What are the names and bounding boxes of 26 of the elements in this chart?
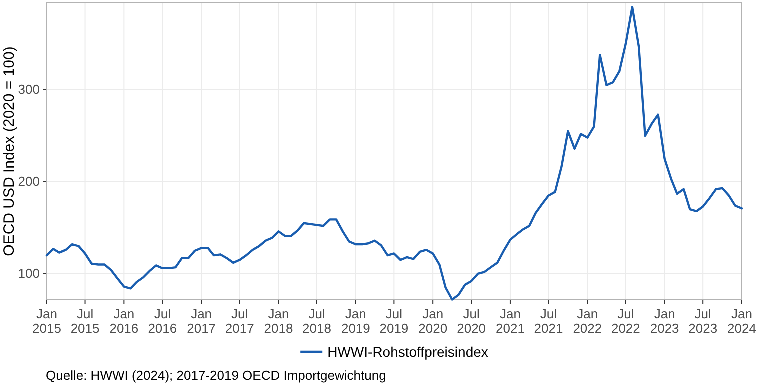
x-tick-label: Jan 2024 xyxy=(728,306,756,336)
x-tick-label: Jan 2018 xyxy=(264,306,294,336)
x-tick-label: Jan 2019 xyxy=(341,306,370,336)
x-tick-label: Jan 2020 xyxy=(418,306,448,336)
source-note: Quelle: HWWI (2024); 2017-2019 OECD Importgewichtung xyxy=(46,368,386,383)
y-tick-label: 300 xyxy=(18,82,40,98)
y-tick-label: 100 xyxy=(18,266,40,282)
legend-label: HWWI-Rohstoffpreisindex xyxy=(328,344,488,360)
x-tick-label: Jul 2020 xyxy=(457,306,486,336)
x-tick-label: Jan 2021 xyxy=(496,306,525,336)
x-tick-label: Jan 2017 xyxy=(187,306,216,336)
x-tick-label: Jul 2018 xyxy=(302,306,332,336)
x-tick-label: Jul 2017 xyxy=(225,306,254,336)
x-tick-label: Jul 2022 xyxy=(611,306,640,336)
x-tick-label: Jul 2015 xyxy=(70,306,100,336)
line-series xyxy=(46,6,744,301)
y-axis-title: OECD USD Index (2020 = 100) xyxy=(1,46,18,256)
x-tick-label: Jul 2023 xyxy=(688,306,718,336)
y-tick-label: 200 xyxy=(18,174,40,190)
x-tick-label: Jul 2021 xyxy=(534,306,564,336)
x-tick-label: Jul 2016 xyxy=(148,306,178,336)
x-tick-label: Jan 2023 xyxy=(650,306,680,336)
x-tick-label: Jan 2016 xyxy=(110,306,139,336)
x-tick-label: Jan 2015 xyxy=(32,306,62,336)
x-tick-label: Jul 2019 xyxy=(380,306,409,336)
x-tick-label: Jan 2022 xyxy=(573,306,602,336)
